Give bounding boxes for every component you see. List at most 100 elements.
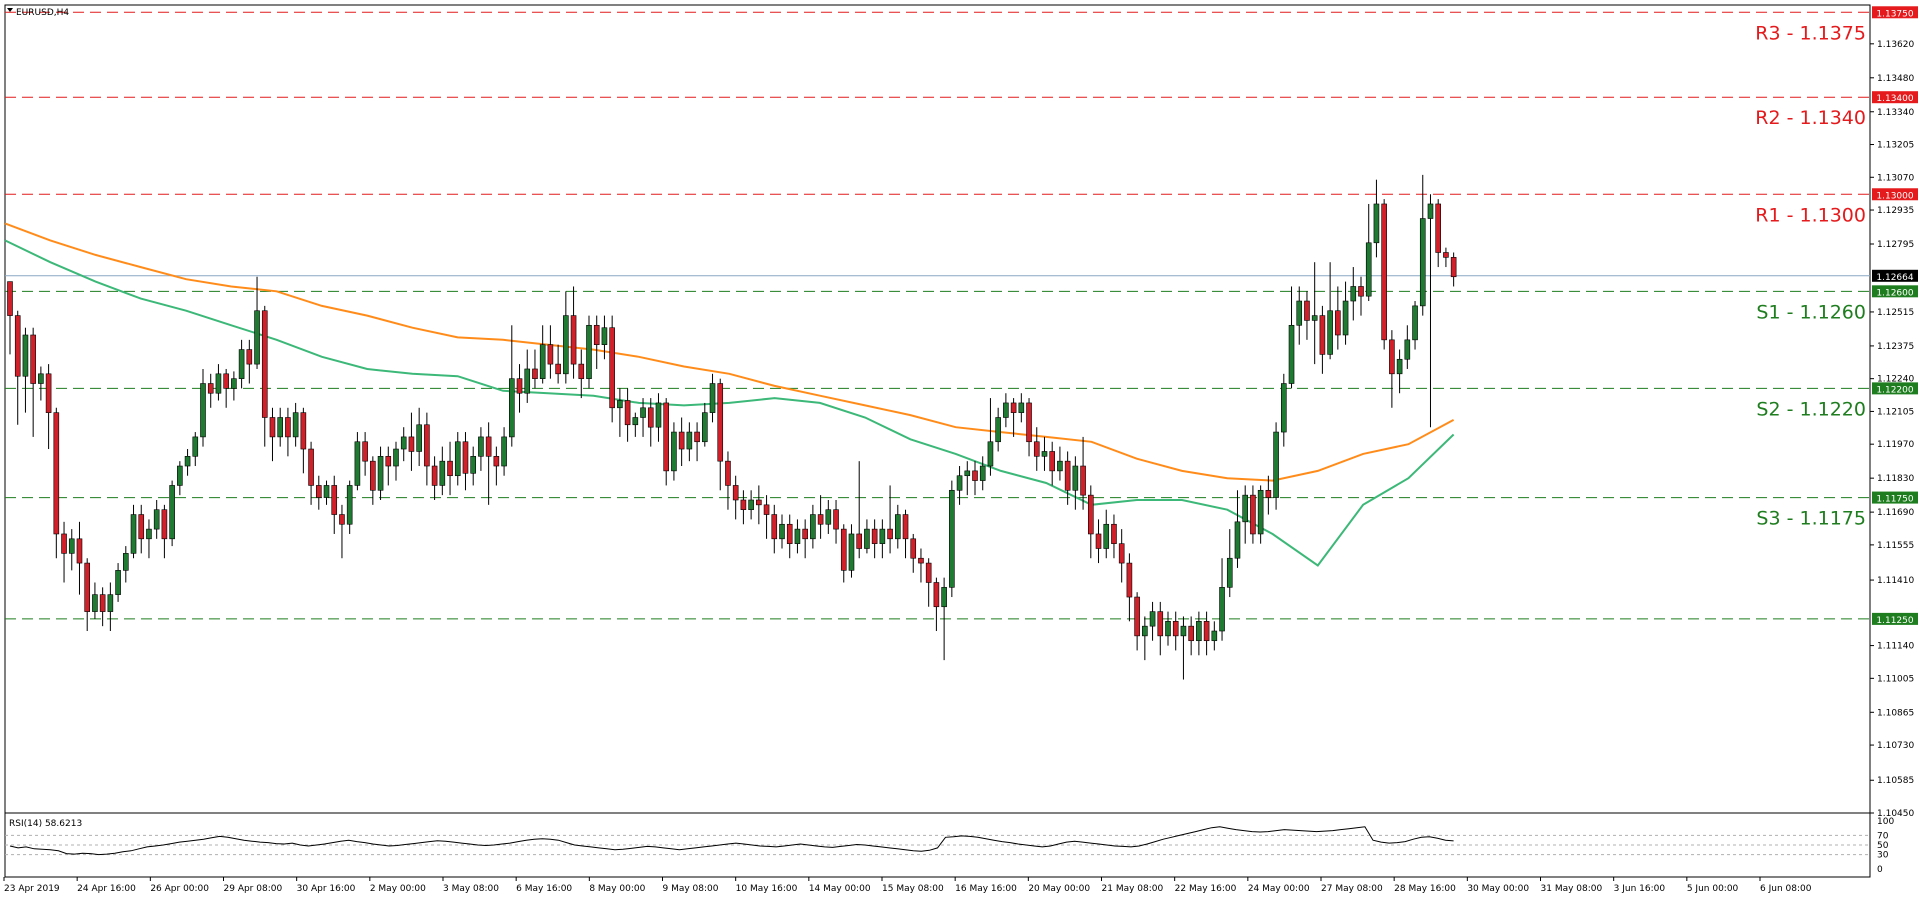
candle-body (949, 489, 955, 588)
candle-64 (501, 427, 507, 476)
candle-85 (663, 398, 670, 486)
candle-body (99, 594, 106, 612)
candle-49 (385, 446, 392, 486)
candle-body (1365, 242, 1372, 297)
candle-body (76, 538, 83, 564)
candle-body (1396, 358, 1403, 375)
candle-body (30, 334, 36, 384)
candle-body (261, 310, 268, 418)
triangle-down-icon[interactable] (7, 8, 13, 12)
candle-body (771, 514, 778, 540)
candle-78 (609, 315, 615, 423)
candle-126 (979, 456, 986, 491)
candle-body (1435, 203, 1441, 253)
candle-146 (1134, 592, 1140, 651)
candle-body (725, 460, 731, 486)
candle-body (539, 344, 546, 379)
level-price-tag-5 (1872, 491, 1918, 504)
level-price-tag-1 (1872, 91, 1918, 104)
candle-body (68, 538, 75, 554)
price-tick-label-20: 1.10585 (1877, 776, 1914, 786)
price-tick-label-18: 1.10865 (1877, 708, 1914, 718)
candle-body (1226, 557, 1233, 588)
candle-45 (354, 432, 361, 491)
candle-body (1427, 203, 1434, 219)
candle-33 (261, 305, 268, 447)
candle-body (192, 436, 199, 457)
price-tick-label-9: 1.12240 (1877, 375, 1914, 385)
candle-body (1010, 402, 1017, 413)
candle-137 (1064, 451, 1071, 505)
candle-56 (439, 446, 446, 496)
time-tick-label-20: 30 May 00:00 (1467, 884, 1529, 894)
candle-body (470, 456, 477, 474)
candle-11 (92, 582, 98, 619)
candle-body (632, 417, 639, 426)
time-tick-label-4: 30 Apr 16:00 (297, 884, 356, 894)
candle-body (1049, 451, 1055, 472)
candle-67 (524, 349, 531, 403)
level-label-5: S3 - 1.1175 (1756, 508, 1866, 530)
candle-body (902, 514, 909, 540)
candle-156 (1211, 621, 1218, 651)
candle-135 (1049, 441, 1055, 486)
candle-body (277, 417, 284, 438)
candle-body (377, 456, 384, 491)
candle-92 (717, 378, 724, 491)
candle-body (1072, 465, 1079, 491)
candle-body (786, 523, 793, 544)
candle-147 (1142, 616, 1148, 661)
candle-140 (1088, 485, 1094, 559)
candle-71 (555, 344, 561, 384)
candle-185 (1435, 199, 1441, 268)
candle-body (14, 315, 21, 377)
candle-body (578, 363, 585, 379)
candle-158 (1226, 529, 1233, 598)
candle-128 (995, 407, 1001, 452)
level-price-tag-text-6: 1.11250 (1876, 616, 1913, 626)
candle-150 (1165, 611, 1171, 646)
candle-61 (478, 427, 484, 471)
candle-body (7, 281, 13, 316)
time-tick-label-2: 26 Apr 00:00 (150, 884, 209, 894)
candle-body (485, 436, 492, 457)
candle-body (1142, 625, 1148, 637)
candle-body (609, 327, 615, 409)
candle-body (1196, 621, 1202, 642)
price-tick-label-3: 1.13205 (1877, 141, 1914, 151)
candle-body (1273, 431, 1279, 498)
candle-129 (1003, 393, 1009, 428)
candle-body (1064, 460, 1071, 491)
candle-body (1350, 286, 1357, 302)
candle-42 (331, 475, 338, 534)
candle-body (663, 402, 670, 472)
candle-body (1389, 339, 1395, 375)
candlesticks (7, 174, 1457, 680)
candle-body (1234, 521, 1241, 559)
candle-94 (732, 475, 739, 520)
candle-body (53, 412, 60, 535)
candle-44 (346, 480, 353, 534)
candle-57 (447, 441, 453, 496)
candle-167 (1296, 286, 1303, 345)
level-label-1: R2 - 1.1340 (1755, 107, 1866, 129)
candle-body (1412, 305, 1418, 341)
candle-113 (879, 519, 886, 559)
symbol-title: EURUSD,H4 (16, 8, 69, 18)
candle-68 (532, 349, 538, 389)
candle-123 (956, 466, 963, 505)
candle-body (246, 349, 253, 365)
candle-166 (1288, 286, 1295, 389)
candle-132 (1026, 398, 1032, 457)
level-price-tag-text-5: 1.11750 (1876, 495, 1913, 505)
candle-155 (1203, 611, 1210, 656)
candle-16 (130, 504, 137, 559)
candle-59 (462, 432, 469, 491)
candle-body (393, 448, 399, 467)
candle-172 (1335, 286, 1341, 350)
candle-body (972, 470, 978, 481)
candle-84 (655, 393, 662, 442)
candle-body (941, 587, 947, 608)
candle-63 (493, 446, 500, 486)
